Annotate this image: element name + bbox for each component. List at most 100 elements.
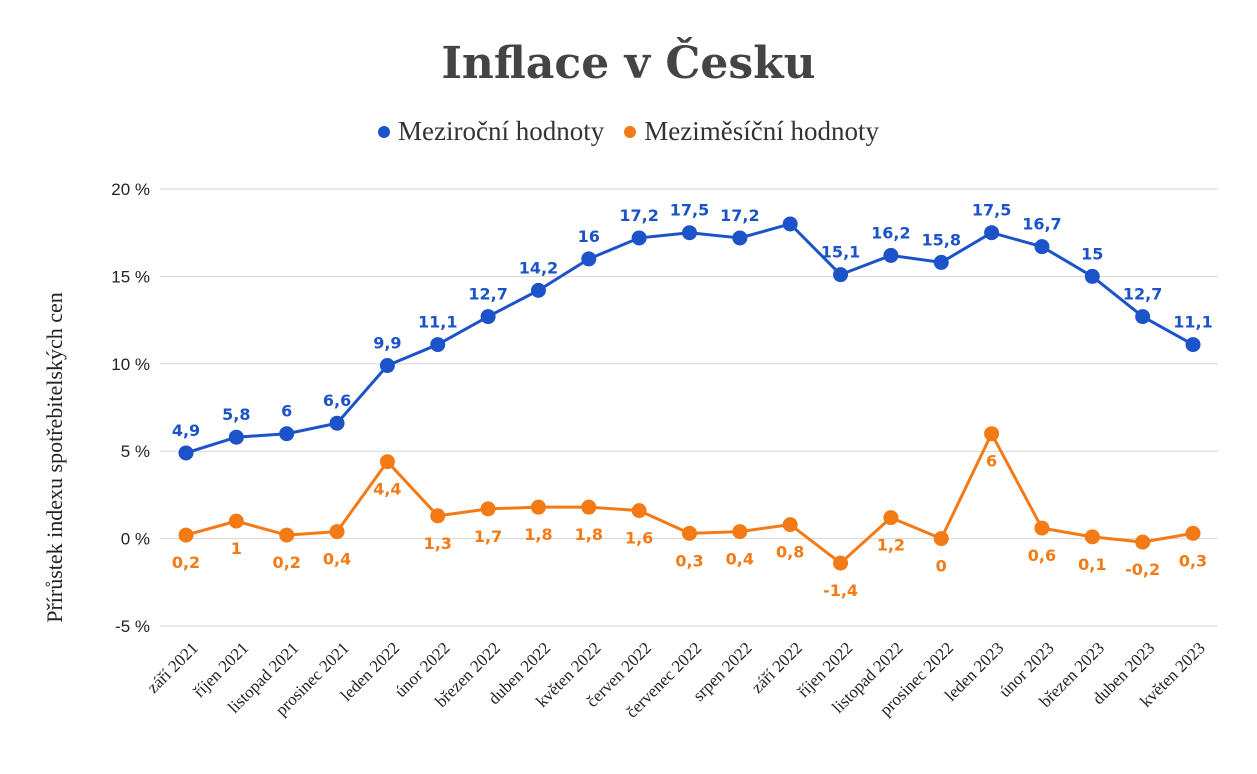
data-label: 0,4 xyxy=(726,550,754,569)
data-point xyxy=(1084,529,1100,545)
data-point xyxy=(430,508,446,524)
legend-label: Meziměsíční hodnoty xyxy=(644,116,879,146)
data-label: 6,6 xyxy=(323,391,351,410)
data-point xyxy=(1185,337,1201,353)
data-label: 15 xyxy=(1081,244,1103,263)
data-label: 12,7 xyxy=(468,285,507,304)
data-point xyxy=(833,555,849,571)
data-label: 0 xyxy=(936,557,947,576)
data-label: 4,9 xyxy=(172,421,200,440)
data-point xyxy=(1135,309,1151,325)
data-point xyxy=(682,525,697,541)
legend-marker xyxy=(624,125,637,138)
data-label: 9,9 xyxy=(373,334,401,353)
data-point xyxy=(682,225,697,241)
legend-item-series-1[interactable]: Meziměsíční hodnoty xyxy=(624,116,879,147)
y-tick-label: 15 % xyxy=(111,267,150,286)
data-point xyxy=(379,358,395,374)
y-tick-label: 20 % xyxy=(111,180,150,199)
data-label: 0,8 xyxy=(776,543,804,562)
series-line-1 xyxy=(185,432,1194,565)
y-tick-label: 5 % xyxy=(121,442,150,461)
data-label: 1,8 xyxy=(575,525,603,544)
data-label: 1,3 xyxy=(424,534,452,553)
data-label: 16 xyxy=(578,227,600,246)
data-label: 1,6 xyxy=(625,529,653,548)
data-label: 11,1 xyxy=(418,313,457,332)
data-point xyxy=(631,230,647,246)
data-point xyxy=(430,337,446,353)
data-point xyxy=(933,254,949,270)
data-point xyxy=(1034,239,1050,255)
data-label: 0,6 xyxy=(1028,546,1056,565)
data-point xyxy=(883,247,899,263)
data-point xyxy=(984,225,1000,241)
data-point xyxy=(178,445,194,461)
data-label: 0,2 xyxy=(172,553,200,572)
data-label: 16,7 xyxy=(1022,215,1061,234)
data-point xyxy=(782,216,798,232)
data-point xyxy=(530,499,546,515)
data-label: -0,2 xyxy=(1125,560,1160,579)
data-point xyxy=(1034,520,1050,536)
data-label: 4,4 xyxy=(373,480,401,499)
data-label: 5,8 xyxy=(222,405,250,424)
legend-item-series-0[interactable]: Meziroční hodnoty xyxy=(378,116,604,147)
data-label: 14,2 xyxy=(519,258,558,277)
data-label: 1,7 xyxy=(474,527,502,546)
data-label: 16,2 xyxy=(871,223,910,242)
data-label: 6 xyxy=(281,402,292,421)
legend-label: Meziroční hodnoty xyxy=(398,116,605,146)
data-label: 15,8 xyxy=(922,230,961,249)
data-point xyxy=(178,527,194,543)
data-point xyxy=(480,309,496,325)
data-label: 6 xyxy=(986,452,997,471)
data-point xyxy=(379,454,395,470)
data-label: 17,2 xyxy=(720,206,759,225)
data-label: 11,1 xyxy=(1173,313,1212,332)
data-label: 17,2 xyxy=(619,206,658,225)
data-point xyxy=(984,426,1000,442)
data-point xyxy=(883,510,899,526)
data-point xyxy=(581,251,597,267)
chart-title: Inflace v Česku xyxy=(441,38,816,89)
data-point xyxy=(581,499,597,515)
data-point xyxy=(1084,268,1100,284)
data-point xyxy=(631,503,647,519)
data-label: 17,5 xyxy=(670,201,709,220)
data-point xyxy=(530,282,546,298)
data-label: 1,8 xyxy=(524,525,552,544)
data-label: 0,4 xyxy=(323,550,351,569)
data-label: 12,7 xyxy=(1123,285,1162,304)
y-tick-label: -5 % xyxy=(115,617,150,636)
data-point xyxy=(279,527,295,543)
data-point xyxy=(732,524,748,540)
y-tick-label: 0 % xyxy=(121,530,150,549)
data-point xyxy=(279,426,295,442)
data-point xyxy=(1185,525,1201,541)
data-point xyxy=(480,501,496,517)
legend: Meziroční hodnoty Meziměsíční hodnoty xyxy=(0,116,1257,147)
data-point xyxy=(228,513,244,529)
data-point xyxy=(782,517,798,533)
data-label: -1,4 xyxy=(823,581,858,600)
data-label: 1,2 xyxy=(877,536,905,555)
data-point xyxy=(833,267,849,283)
data-point xyxy=(1135,534,1151,550)
data-point xyxy=(228,429,244,445)
data-point xyxy=(933,531,949,547)
data-label: 0,2 xyxy=(273,553,301,572)
data-point xyxy=(329,524,345,540)
y-axis-label: Přírůstek indexu spotřebitelských cen xyxy=(42,292,67,623)
data-point xyxy=(732,230,748,246)
data-point xyxy=(329,415,345,431)
data-label: 0,3 xyxy=(1179,551,1207,570)
data-label: 0,1 xyxy=(1078,555,1106,574)
legend-marker xyxy=(378,125,391,138)
data-label: 0,3 xyxy=(675,551,703,570)
y-tick-label: 10 % xyxy=(111,355,150,374)
data-label: 15,1 xyxy=(821,243,860,262)
data-label: 1 xyxy=(231,539,242,558)
data-label: 17,5 xyxy=(972,201,1011,220)
